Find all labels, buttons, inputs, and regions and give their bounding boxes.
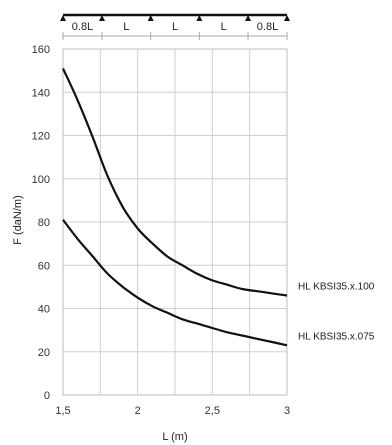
series-lines [62, 68, 288, 347]
y-tick-label: 60 [38, 260, 50, 272]
series-labels: HL KBSI35.x.100 HL KBSI35.x.075 [298, 282, 375, 343]
span-label: 0.8L [257, 21, 278, 33]
plot-grid [63, 48, 287, 396]
support-triangle [60, 15, 66, 21]
y-tick-label: 0 [44, 390, 50, 402]
support-triangle [98, 15, 105, 21]
plot-frame [62, 48, 288, 396]
y-tick-label: 140 [32, 87, 50, 99]
x-tick-label: 1,5 [55, 405, 70, 417]
x-axis-title: L (m) [162, 431, 187, 443]
y-tick-labels: 0 20 40 60 80 100 120 140 160 [32, 44, 50, 402]
series-label: HL KBSI35.x.075 [298, 331, 375, 342]
span-diagram: 0.8L L L L 0.8L [60, 13, 290, 40]
y-tick-label: 160 [32, 44, 50, 56]
span-label: L [221, 21, 227, 33]
support-triangle [147, 15, 154, 21]
y-axis-title: F (daN/m) [12, 195, 24, 245]
x-tick-label: 2,5 [205, 405, 220, 417]
span-label: 0.8L [72, 21, 93, 33]
y-tick-label: 80 [38, 217, 50, 229]
x-tick-label: 3 [284, 405, 290, 417]
y-tick-label: 120 [32, 131, 50, 143]
series-line [62, 68, 288, 297]
plot-border [62, 48, 288, 396]
series-line [62, 219, 288, 347]
support-triangle [245, 15, 252, 21]
x-tick-labels: 1,5 2 2,5 3 [55, 405, 290, 417]
support-triangle [284, 15, 290, 21]
span-label: L [172, 21, 178, 33]
series-label: HL KBSI35.x.100 [298, 282, 375, 293]
y-tick-label: 20 [38, 347, 50, 359]
support-triangle [196, 15, 203, 21]
span-label: L [123, 21, 129, 33]
y-tick-label: 40 [38, 304, 50, 316]
x-tick-label: 2 [135, 405, 141, 417]
y-tick-label: 100 [32, 174, 50, 186]
